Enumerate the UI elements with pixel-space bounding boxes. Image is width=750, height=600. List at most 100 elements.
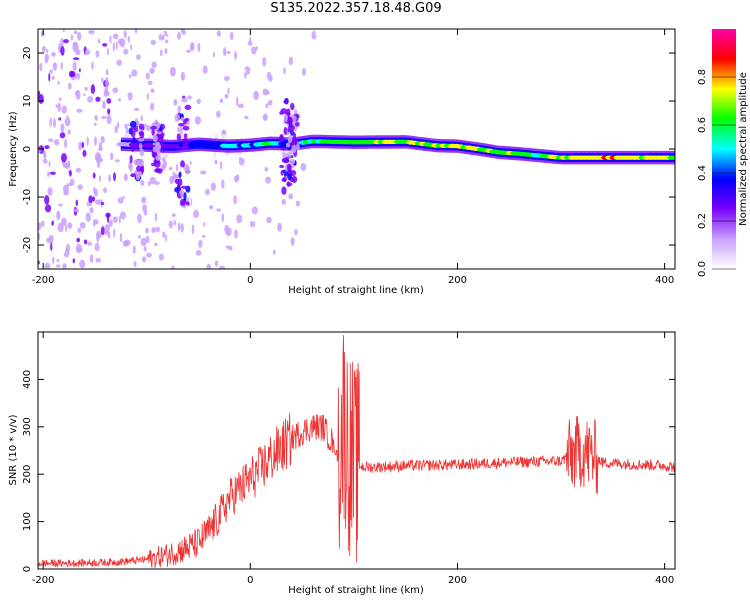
spectrogram-noise-blob <box>44 57 48 64</box>
spectrogram-noise-blob <box>266 216 272 224</box>
spectrogram-noise-blob <box>119 232 123 243</box>
snr-series-line <box>38 335 675 569</box>
spectrogram-noise-blob <box>79 221 86 229</box>
spectrogram-noise-blob <box>433 125 436 129</box>
spectrogram-noise-blob <box>155 186 162 195</box>
spectrogram-noise-blob <box>247 243 251 248</box>
spectrogram-noise-blob <box>38 148 41 154</box>
spectrogram-burst-blob <box>152 146 159 153</box>
colorbar-axes: 0.0 0.2 0.4 0.6 0.8 <box>697 69 736 277</box>
spectrogram-noise-blob <box>171 213 176 218</box>
snr-content <box>38 335 675 569</box>
spectrogram-panel: -200 0 200 400 -20 -10 0 10 20 Height of straigh… <box>8 28 676 296</box>
spectrogram-noise-blob <box>168 220 173 229</box>
spectrogram-noise-blob <box>55 104 58 108</box>
spectrogram-x-tick-label: 200 <box>448 275 467 286</box>
spectrogram-noise-blob <box>40 220 45 227</box>
spectrogram-noise-blob <box>596 113 600 119</box>
spectrogram-noise-blob <box>189 161 192 165</box>
spectrogram-noise-blob <box>180 222 184 233</box>
spectrogram-noise-blob <box>110 152 114 161</box>
spectrogram-noise-blob <box>86 241 93 246</box>
spectrogram-noise-blob <box>94 136 97 147</box>
spectrogram-noise-blob <box>548 127 552 133</box>
spectrogram-noise-blob <box>48 138 54 143</box>
spectrogram-noise-blob <box>436 177 439 182</box>
spectrogram-noise-blob <box>251 206 258 215</box>
spectrogram-noise-blob <box>221 179 225 189</box>
spectrogram-noise-blob <box>459 173 463 178</box>
spectrogram-noise-blob <box>42 158 48 164</box>
spectrogram-noise-blob <box>114 125 118 134</box>
spectrogram-burst-blob <box>177 105 182 113</box>
spectrogram-burst-blob <box>281 151 286 160</box>
spectrogram-noise-blob <box>493 122 497 125</box>
spectrogram-noise-blob <box>403 122 407 127</box>
spectrogram-noise-blob <box>139 32 145 38</box>
spectrogram-noise-blob <box>605 127 610 134</box>
spectrogram-noise-blob <box>157 205 162 215</box>
spectrogram-noise-blob <box>63 164 67 168</box>
spectrogram-noise-blob <box>224 253 227 258</box>
spectrogram-noise-blob <box>62 263 67 269</box>
spectrogram-burst-blob <box>182 125 190 131</box>
spectrogram-noise-blob <box>566 94 571 100</box>
spectrogram-noise-blob <box>206 263 212 269</box>
spectrogram-noise-blob <box>88 195 93 204</box>
spectrogram-burst-blob <box>287 173 292 181</box>
spectrogram-noise-blob <box>584 181 588 185</box>
spectrogram-burst-blob <box>181 97 188 103</box>
spectrogram-noise-blob <box>67 82 72 90</box>
spectrogram-noise-blob <box>63 253 67 257</box>
spectrogram-noise-blob <box>423 111 426 115</box>
spectrogram-noise-blob <box>196 98 201 105</box>
spectrogram-noise-blob <box>201 234 206 238</box>
spectrogram-burst-blob <box>184 104 192 111</box>
spectrogram-noise-blob <box>114 261 121 269</box>
spectrogram-noise-blob <box>212 51 216 58</box>
spectrogram-burst-blob <box>181 200 186 206</box>
spectrogram-noise-blob <box>559 131 563 135</box>
spectrogram-noise-blob <box>419 177 422 181</box>
snr-x-label: Height of straight line (km) <box>288 585 424 596</box>
spectrogram-noise-blob <box>83 239 88 245</box>
spectrogram-burst-blob <box>286 108 291 116</box>
colorbar-tick-label: 0.0 <box>697 261 708 277</box>
spectrogram-noise-blob <box>58 203 63 207</box>
spectrogram-y-tick-label: 10 <box>22 95 33 108</box>
spectrogram-noise-blob <box>598 142 602 146</box>
spectrogram-noise-blob <box>75 199 79 207</box>
spectrogram-noise-blob <box>650 120 653 126</box>
spectrogram-noise-blob <box>177 31 182 40</box>
spectrogram-noise-blob <box>173 99 177 104</box>
spectrogram-noise-blob <box>527 127 532 131</box>
spectrogram-burst-blob <box>132 136 136 143</box>
spectrogram-noise-blob <box>95 199 102 205</box>
spectrogram-noise-blob <box>60 123 65 133</box>
spectrogram-noise-blob <box>283 67 286 75</box>
spectrogram-burst-blob <box>285 142 291 148</box>
spectrogram-noise-blob <box>120 211 126 220</box>
figure-title: S135.2022.357.18.48.G09 <box>270 1 442 16</box>
spectrogram-noise-blob <box>76 237 81 243</box>
spectrogram-noise-blob <box>576 203 580 209</box>
spectrogram-noise-blob <box>64 117 71 127</box>
spectrogram-burst-blob <box>130 173 137 178</box>
colorbar-gradient <box>712 29 736 269</box>
spectrogram-noise-blob <box>113 228 116 238</box>
spectrogram-noise-blob <box>266 71 272 80</box>
spectrogram-noise-blob <box>66 115 69 121</box>
spectrogram-burst-blob <box>140 164 145 174</box>
spectrogram-noise-blob <box>52 62 58 71</box>
spectrogram-noise-blob <box>132 245 136 254</box>
spectrogram-burst-blob <box>290 141 298 146</box>
spectrogram-noise-blob <box>97 38 101 44</box>
spectrogram-noise-blob <box>46 48 49 54</box>
spectrogram-noise-blob <box>611 189 615 192</box>
spectrogram-noise-blob <box>64 139 68 149</box>
spectrogram-noise-blob <box>226 50 231 55</box>
spectrogram-noise-blob <box>517 181 522 186</box>
spectrogram-noise-blob <box>315 29 318 37</box>
spectrogram-noise-blob <box>650 113 655 116</box>
spectrogram-noise-blob <box>210 182 217 191</box>
